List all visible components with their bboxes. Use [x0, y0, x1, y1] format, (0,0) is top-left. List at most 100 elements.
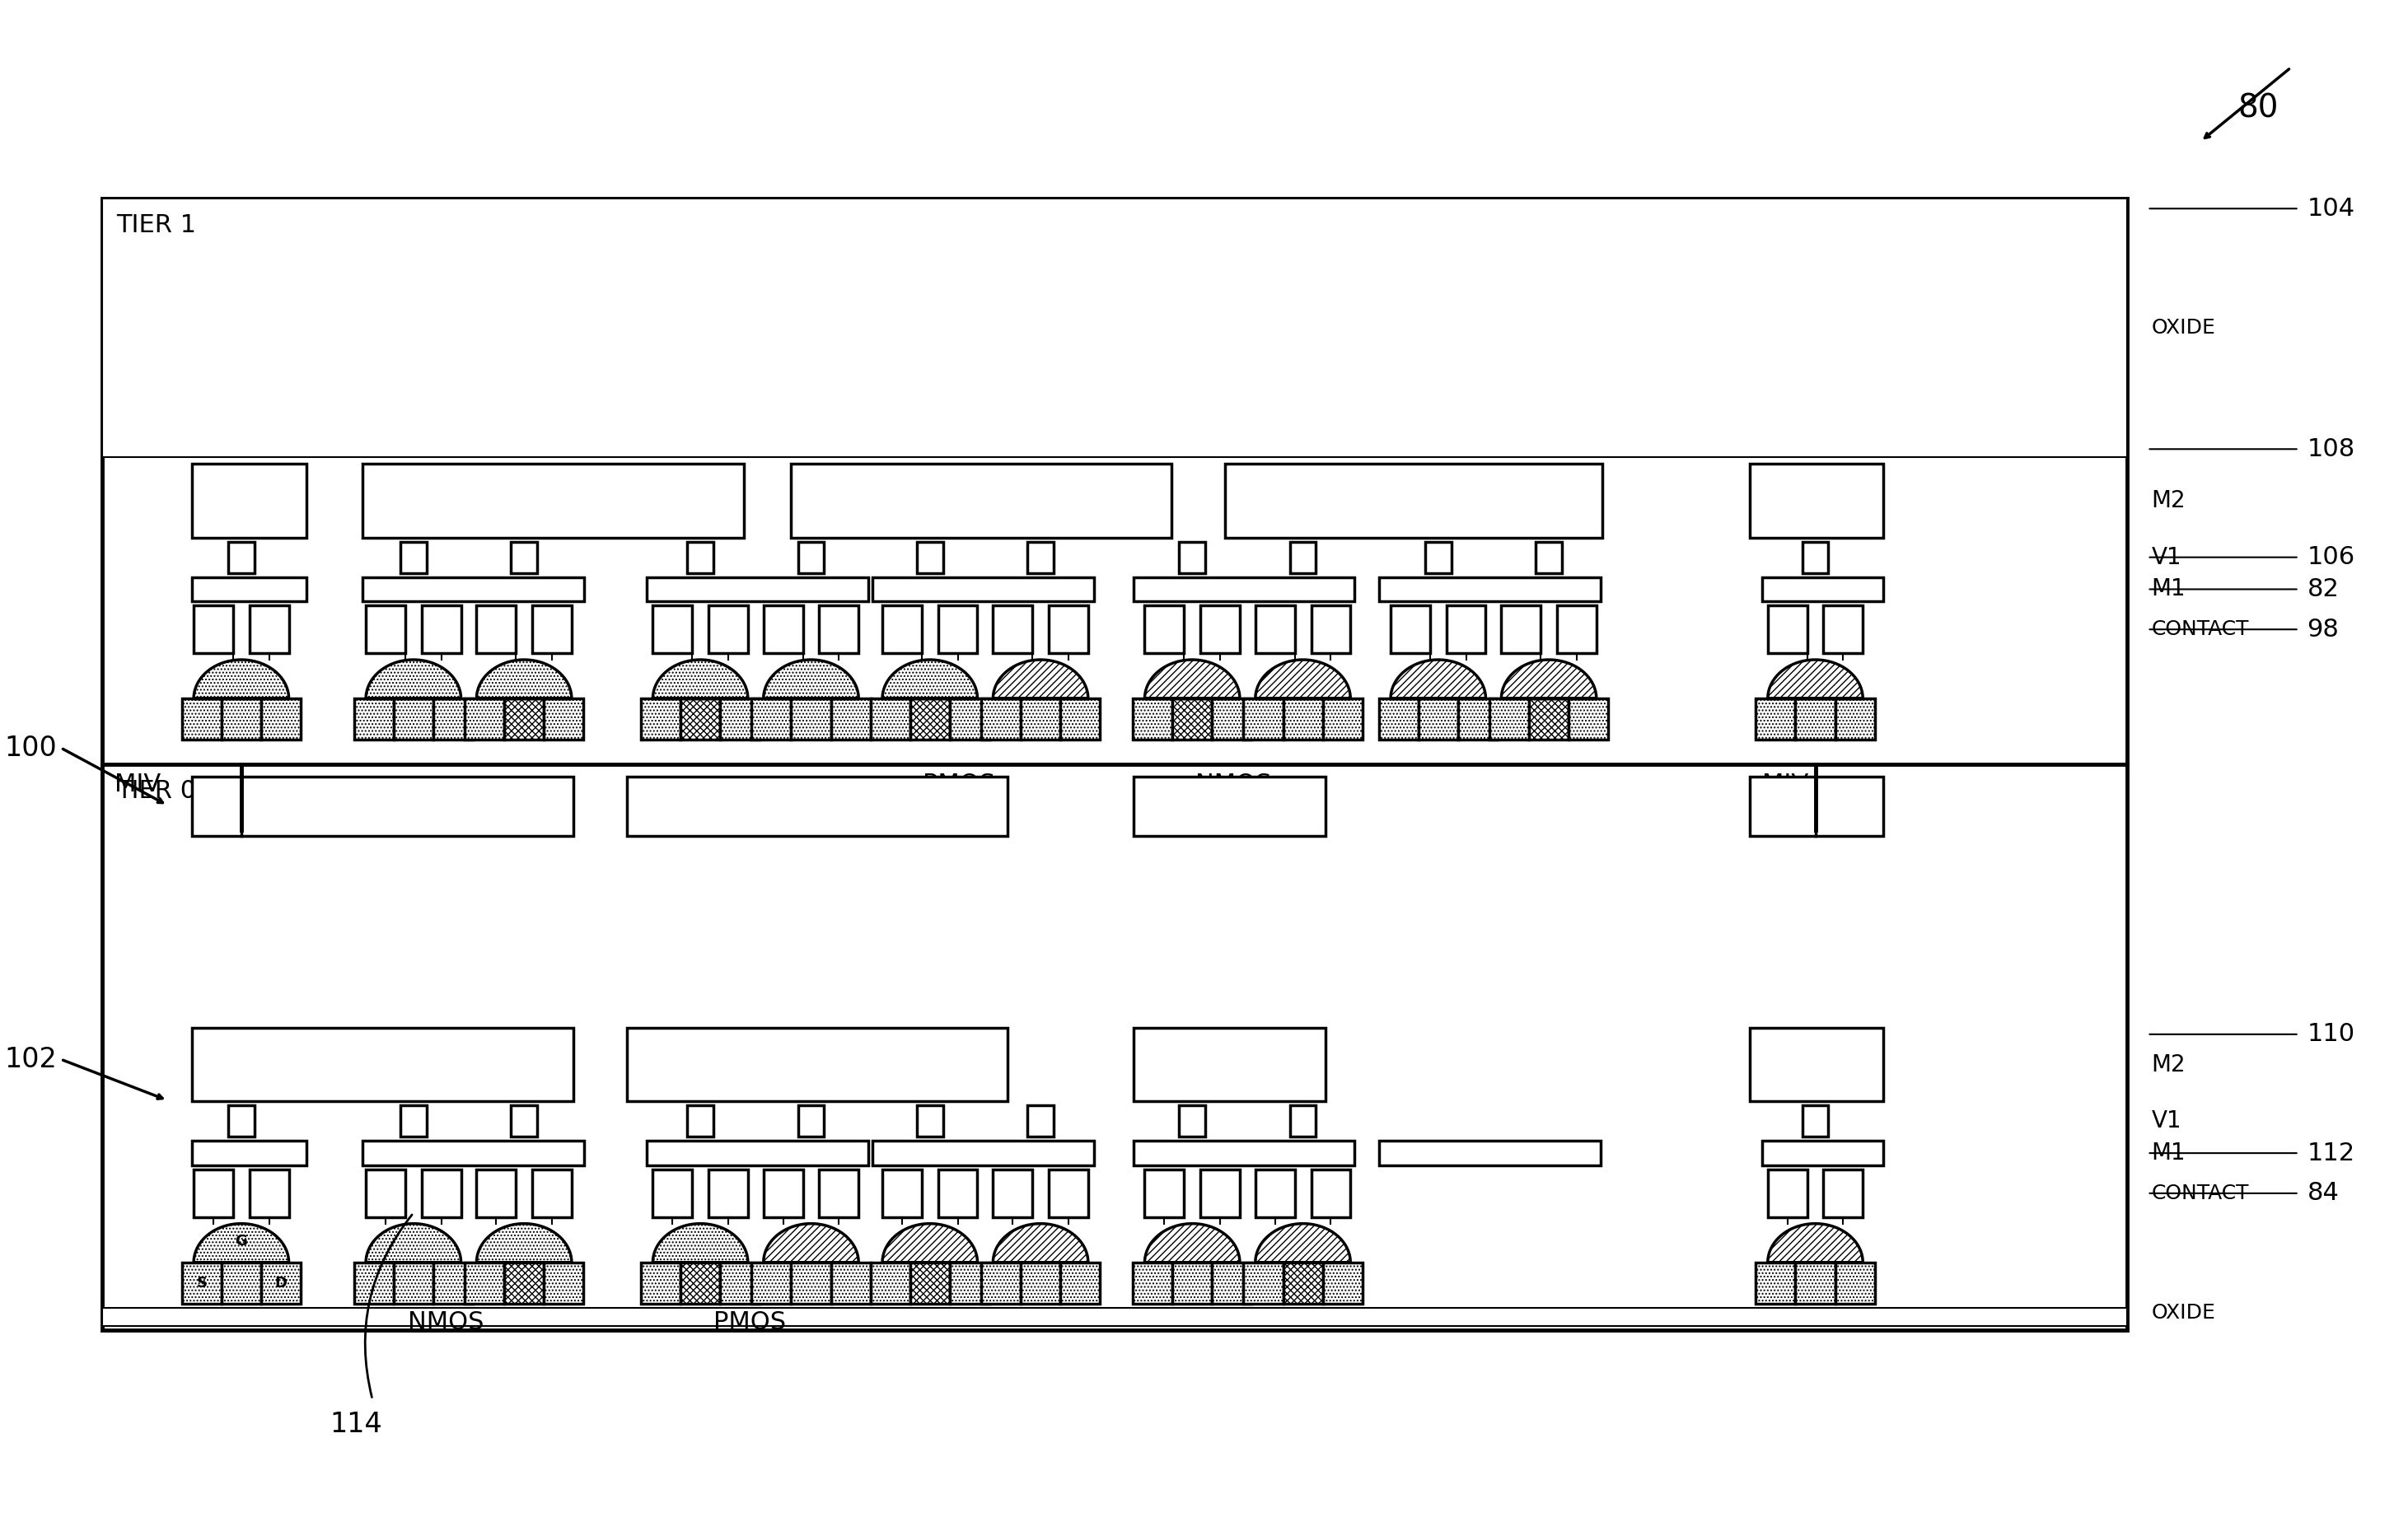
- Bar: [1202, 606, 1240, 653]
- Bar: [831, 1263, 869, 1303]
- Bar: [1134, 577, 1356, 601]
- Bar: [881, 606, 922, 653]
- Polygon shape: [763, 1224, 860, 1263]
- Bar: [364, 577, 583, 601]
- Bar: [1060, 1263, 1100, 1303]
- Polygon shape: [992, 1224, 1088, 1263]
- Bar: [917, 542, 944, 572]
- Bar: [641, 699, 681, 740]
- Bar: [1202, 1169, 1240, 1218]
- Text: NMOS: NMOS: [407, 1310, 484, 1333]
- Polygon shape: [1255, 659, 1351, 699]
- Polygon shape: [653, 659, 749, 699]
- Bar: [992, 606, 1033, 653]
- Bar: [1211, 1263, 1252, 1303]
- Bar: [465, 1263, 503, 1303]
- Bar: [1180, 542, 1206, 572]
- Text: M1: M1: [2150, 578, 2186, 601]
- Bar: [910, 1263, 949, 1303]
- Polygon shape: [763, 659, 860, 699]
- Bar: [183, 1263, 222, 1303]
- Text: NMOS: NMOS: [1194, 773, 1271, 796]
- Text: 100: 100: [5, 734, 58, 761]
- Bar: [939, 1169, 978, 1218]
- Text: CONTACT: CONTACT: [2150, 619, 2249, 639]
- Bar: [992, 1169, 1033, 1218]
- Bar: [751, 699, 792, 740]
- Bar: [1835, 699, 1876, 740]
- Bar: [1322, 1263, 1363, 1303]
- Bar: [229, 1105, 255, 1137]
- Bar: [1050, 1169, 1088, 1218]
- Bar: [949, 1263, 990, 1303]
- Bar: [686, 542, 713, 572]
- Text: MIV: MIV: [1763, 773, 1808, 796]
- Bar: [1529, 699, 1568, 740]
- Bar: [1243, 1263, 1283, 1303]
- Bar: [393, 1263, 433, 1303]
- Bar: [641, 1263, 681, 1303]
- Polygon shape: [1500, 659, 1597, 699]
- Text: 106: 106: [2307, 545, 2355, 569]
- Bar: [1751, 464, 1883, 537]
- Text: MIV: MIV: [113, 773, 161, 796]
- Text: OXIDE: OXIDE: [2150, 318, 2215, 338]
- Bar: [544, 1263, 583, 1303]
- Bar: [101, 1307, 2126, 1326]
- Bar: [364, 1142, 583, 1166]
- Bar: [1028, 1105, 1055, 1137]
- Bar: [1322, 699, 1363, 740]
- Text: 114: 114: [330, 1411, 383, 1438]
- Bar: [1755, 1263, 1796, 1303]
- Bar: [1021, 1263, 1060, 1303]
- Bar: [1173, 1263, 1211, 1303]
- Bar: [1144, 1169, 1185, 1218]
- Bar: [193, 1142, 306, 1166]
- Bar: [1060, 699, 1100, 740]
- Bar: [1447, 606, 1486, 653]
- Bar: [1173, 699, 1211, 740]
- Bar: [1767, 1169, 1806, 1218]
- Bar: [1536, 542, 1563, 572]
- Bar: [503, 1263, 544, 1303]
- Bar: [400, 1105, 426, 1137]
- Bar: [1028, 542, 1055, 572]
- Text: 84: 84: [2307, 1181, 2338, 1205]
- Bar: [1380, 1142, 1601, 1166]
- Bar: [1134, 776, 1327, 836]
- Text: 108: 108: [2307, 437, 2355, 461]
- Bar: [1255, 606, 1296, 653]
- Text: TIER 1: TIER 1: [116, 213, 197, 237]
- Bar: [1835, 1263, 1876, 1303]
- Bar: [354, 1263, 393, 1303]
- Bar: [1021, 699, 1060, 740]
- Polygon shape: [881, 659, 978, 699]
- Bar: [980, 1263, 1021, 1303]
- Bar: [881, 1169, 922, 1218]
- Bar: [1418, 699, 1457, 740]
- Bar: [366, 606, 405, 653]
- Text: M1: M1: [2150, 1142, 2186, 1164]
- Bar: [763, 606, 802, 653]
- Text: 110: 110: [2307, 1023, 2355, 1046]
- Polygon shape: [193, 659, 289, 699]
- Bar: [229, 542, 255, 572]
- Bar: [949, 699, 990, 740]
- Bar: [393, 699, 433, 740]
- Bar: [819, 1169, 860, 1218]
- Bar: [544, 699, 583, 740]
- Bar: [1426, 542, 1452, 572]
- Bar: [1755, 699, 1796, 740]
- Bar: [101, 199, 2126, 1330]
- Bar: [1291, 542, 1317, 572]
- Bar: [193, 776, 573, 836]
- Bar: [1392, 606, 1430, 653]
- Bar: [648, 1142, 869, 1166]
- Bar: [193, 606, 234, 653]
- Text: 82: 82: [2307, 577, 2338, 601]
- Polygon shape: [193, 1224, 289, 1263]
- Bar: [1380, 699, 1418, 740]
- Bar: [1767, 606, 1806, 653]
- Bar: [648, 577, 869, 601]
- Bar: [939, 606, 978, 653]
